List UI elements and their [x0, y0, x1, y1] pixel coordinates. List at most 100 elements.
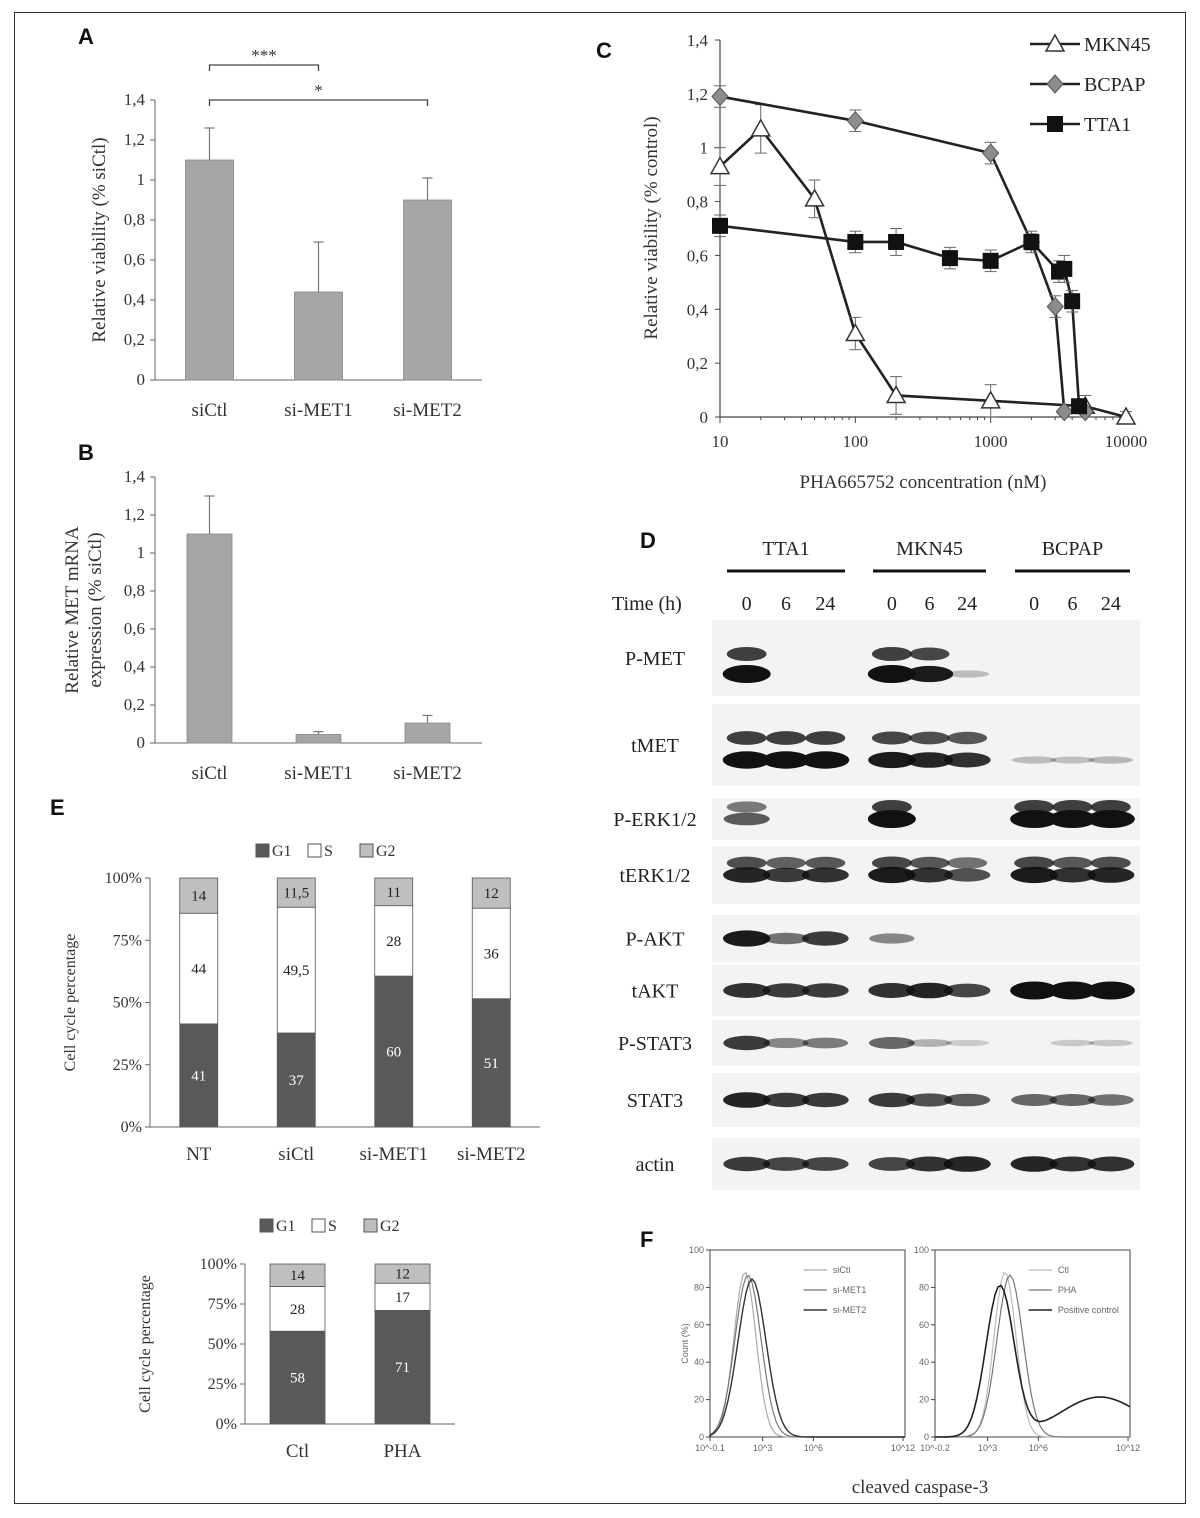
blot-band — [1088, 756, 1134, 764]
blot-band — [944, 670, 990, 678]
y-tick-label: 0,2 — [124, 330, 145, 349]
blot-band-upper — [1014, 800, 1055, 814]
blot-band — [1010, 981, 1059, 1000]
blot-band — [943, 1156, 991, 1172]
blot-band — [762, 867, 810, 883]
y-tick-label: 25% — [208, 1376, 237, 1393]
legend-label: S — [324, 843, 333, 860]
segment-label: 71 — [395, 1360, 410, 1376]
blot-band-upper — [871, 856, 912, 870]
blot-group-label: MKN45 — [896, 538, 963, 560]
blot-band — [1087, 1094, 1134, 1106]
y-tick-label: 40 — [694, 1357, 704, 1367]
blot-band — [1050, 756, 1095, 764]
blot-band — [1088, 1039, 1133, 1047]
blot-band — [868, 983, 916, 998]
y-axis-title: Relative viability (% control) — [641, 116, 662, 339]
y-axis-title: Relative MET mRNA — [62, 526, 83, 694]
blot-band — [943, 983, 991, 998]
segment-label: 51 — [484, 1056, 499, 1072]
segment-label: 36 — [484, 946, 500, 962]
legend-swatch — [307, 843, 322, 858]
blot-band-upper — [947, 857, 988, 869]
blot-band — [1049, 867, 1096, 883]
legend-swatch — [359, 843, 374, 858]
blot-band — [944, 1093, 991, 1107]
panel-label-c: C — [596, 38, 612, 63]
blot-band — [802, 1037, 849, 1049]
y-tick-label: 25% — [113, 1057, 142, 1074]
blot-band — [723, 983, 771, 998]
histogram-curve — [709, 1271, 905, 1438]
legend-swatch — [259, 1218, 274, 1233]
blot-band — [762, 1092, 810, 1108]
blot-band-upper — [909, 856, 950, 870]
segment-label: 60 — [386, 1045, 401, 1061]
blot-row-label: tAKT — [632, 981, 679, 1003]
y-tick-label: 0 — [137, 370, 146, 389]
blot-row-STAT3: STAT3 — [627, 1073, 1140, 1127]
x-tick-label: 10 — [712, 432, 729, 451]
y-tick-label: 50% — [113, 995, 142, 1012]
x-category-label: si-MET2 — [393, 400, 462, 421]
y-tick-label: 40 — [919, 1357, 929, 1367]
blot-time-value: 24 — [957, 593, 977, 615]
blot-band-upper — [1052, 856, 1093, 870]
blot-row-label: tMET — [631, 735, 679, 757]
bar — [185, 159, 234, 381]
blot-band-upper — [947, 731, 988, 745]
blot-band — [868, 1157, 916, 1171]
blot-band — [722, 665, 771, 683]
legend-label: G1 — [272, 843, 292, 860]
legend-swatch — [311, 1218, 326, 1233]
blot-group-label: BCPAP — [1042, 538, 1104, 560]
blot-band-upper — [805, 731, 846, 745]
panel-label-d: D — [640, 528, 656, 553]
blot-band — [1049, 1156, 1096, 1172]
y-tick-label: 50% — [208, 1336, 237, 1353]
stack-segment-G1 — [374, 975, 414, 1128]
stack-segment-G2 — [471, 877, 511, 909]
y-tick-label: 20 — [694, 1395, 704, 1405]
y-tick-label: 0 — [699, 1432, 704, 1442]
y-tick-label: 0% — [121, 1119, 142, 1136]
x-category-label: Ctl — [286, 1441, 309, 1462]
blot-band — [722, 751, 771, 769]
blot-row-label: P-MET — [625, 648, 685, 670]
segment-label: 49,5 — [283, 963, 309, 979]
blot-band-upper — [871, 800, 912, 814]
chart-e-cell-cycle-pha: 0% 25% 50% 75% 100% 58 28 14 Ctl 71 17 12 PHA G1 S G2 Ce… — [137, 1218, 455, 1462]
blot-band — [723, 1035, 771, 1051]
blot-band — [722, 930, 771, 947]
stack-segment-G2 — [179, 877, 219, 914]
blot-band — [868, 751, 916, 769]
data-point — [1071, 398, 1088, 415]
blot-band — [1011, 756, 1057, 764]
legend-swatch — [363, 1218, 378, 1233]
blot-band — [905, 665, 954, 683]
blot-band — [869, 933, 915, 944]
legend-label: siCtl — [833, 1265, 851, 1275]
x-tick-label: 10^12 — [891, 1443, 915, 1453]
stack-segment-G2 — [374, 1263, 431, 1284]
stack-segment-G1 — [269, 1330, 326, 1425]
data-point — [847, 233, 864, 250]
blot-row-label: actin — [636, 1154, 675, 1176]
blot-band-upper — [1090, 800, 1131, 814]
histogram-curve — [709, 1277, 905, 1438]
y-tick-label: 100 — [689, 1245, 704, 1255]
blot-band — [906, 1093, 953, 1107]
y-axis-title: Cell cycle percentage — [62, 934, 79, 1072]
x-axis-title: cleaved caspase-3 — [852, 1477, 989, 1498]
y-tick-label: 0,8 — [124, 210, 145, 229]
y-tick-label: 100 — [914, 1245, 929, 1255]
blot-band-upper — [1090, 856, 1131, 870]
panel-label-a: A — [78, 24, 94, 49]
segment-label: 11,5 — [283, 886, 309, 902]
blot-band — [867, 665, 916, 683]
x-category-label: siCtl — [192, 400, 228, 421]
significance-label: *** — [251, 46, 277, 65]
legend-label: Positive control — [1058, 1305, 1119, 1315]
bar — [404, 722, 451, 744]
blot-band-upper — [1052, 800, 1093, 814]
